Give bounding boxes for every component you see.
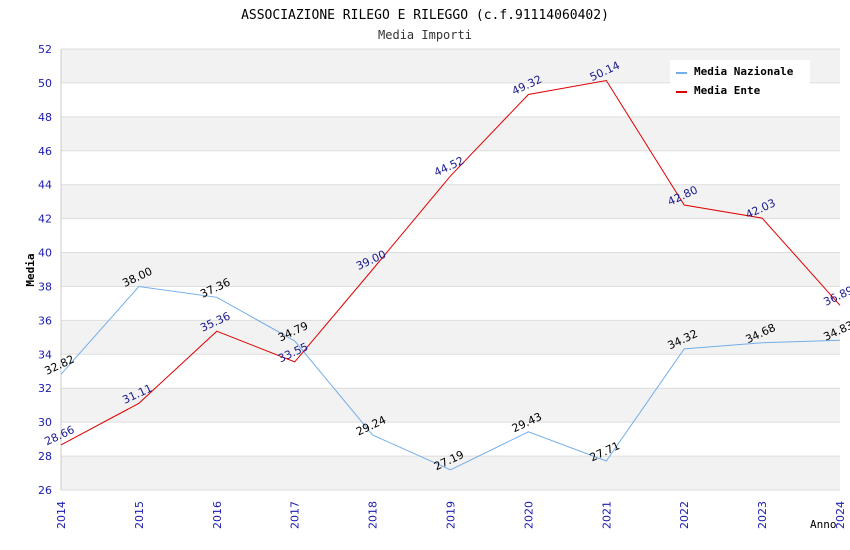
grid-lines	[61, 48, 840, 491]
x-tick-label: 2024	[834, 501, 847, 529]
y-tick-label: 38	[38, 280, 52, 293]
series-line-media-nazionale	[60, 285, 841, 471]
grid-band	[61, 184, 840, 219]
y-tick-label: 50	[38, 77, 52, 90]
grid-band	[61, 252, 840, 287]
x-tick-label: 2015	[133, 501, 146, 529]
series-lines	[60, 79, 841, 471]
chart-subtitle: Media Importi	[378, 28, 472, 42]
grid-band	[61, 116, 840, 151]
x-tick-label: 2021	[600, 501, 613, 529]
y-tick-label: 48	[38, 111, 52, 124]
y-tick-label: 44	[38, 179, 52, 192]
grid-band	[61, 218, 840, 253]
y-tick-label: 42	[38, 213, 52, 226]
series-line-media-ente	[60, 79, 841, 446]
x-tick-label: 2023	[756, 501, 769, 529]
y-tick-label: 30	[38, 416, 52, 429]
grid-band	[61, 388, 840, 423]
x-tick-label: 2016	[211, 501, 224, 529]
y-axis-ticks: 26 28 30 32 34 36 38 40 42 44 46 48 50 52	[38, 43, 52, 497]
x-axis-label: Anno	[810, 518, 837, 531]
x-tick-label: 2017	[289, 501, 302, 529]
grid-band	[61, 286, 840, 321]
x-tick-label: 2018	[367, 501, 380, 529]
x-axis-ticks: 2014 2015 2016 2017 2018 2019 2020 2021 2022 2023…	[55, 501, 847, 529]
y-tick-label: 40	[38, 247, 52, 260]
x-tick-label: 2014	[55, 501, 68, 529]
y-tick-label: 32	[38, 382, 52, 395]
grid-band	[61, 422, 840, 457]
y-tick-label: 52	[38, 43, 52, 56]
grid-band	[61, 456, 840, 490]
legend-label-media-ente: Media Ente	[694, 84, 761, 97]
y-axis-label: Media	[24, 253, 37, 286]
y-tick-label: 28	[38, 450, 52, 463]
y-tick-label: 34	[38, 348, 52, 361]
x-tick-label: 2019	[445, 501, 458, 529]
chart-title: ASSOCIAZIONE RILEGO E RILEGGO (c.f.91114…	[241, 8, 609, 23]
grid-band	[61, 354, 840, 389]
legend-label-media-nazionale: Media Nazionale	[694, 65, 794, 78]
y-tick-label: 36	[38, 314, 52, 327]
y-tick-label: 26	[38, 484, 52, 497]
legend: Media Nazionale Media Ente	[670, 60, 810, 102]
grid-bands	[61, 49, 840, 490]
grid-band	[61, 320, 840, 355]
y-tick-label: 46	[38, 145, 52, 158]
grid-band	[61, 150, 840, 185]
legend-box	[670, 60, 810, 102]
x-tick-label: 2020	[522, 501, 535, 529]
x-tick-label: 2022	[678, 501, 691, 529]
